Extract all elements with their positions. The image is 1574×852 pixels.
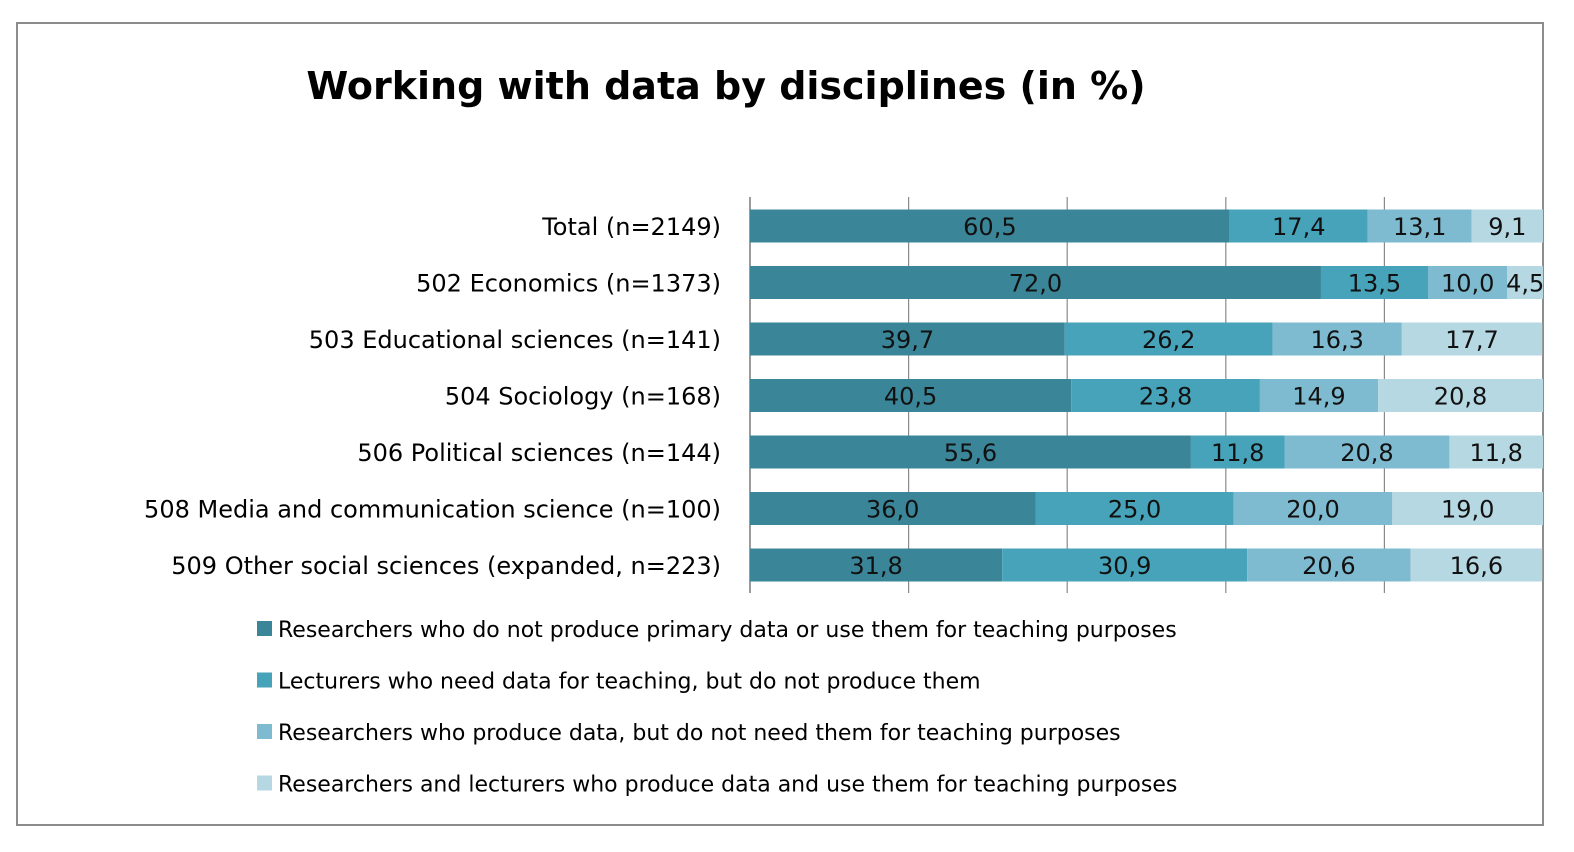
data-label: 36,0 bbox=[866, 496, 919, 524]
bar-segment bbox=[1190, 435, 1285, 469]
data-label: 39,7 bbox=[881, 326, 934, 354]
data-label: 20,0 bbox=[1286, 496, 1339, 524]
bar-segment bbox=[1002, 548, 1248, 582]
data-label: 20,6 bbox=[1302, 552, 1355, 580]
data-label: 4,5 bbox=[1506, 270, 1544, 298]
bar-segment bbox=[750, 379, 1072, 412]
data-label: 13,5 bbox=[1348, 270, 1401, 298]
category-label: 508 Media and communication science (n=1… bbox=[144, 496, 721, 524]
bar-segment bbox=[1035, 492, 1234, 525]
bar-segment bbox=[1449, 435, 1543, 469]
bar-segment bbox=[1367, 209, 1472, 243]
data-label: 40,5 bbox=[884, 383, 937, 411]
bar-segment bbox=[1247, 548, 1411, 582]
data-label: 11,8 bbox=[1211, 439, 1264, 467]
bars-group: 60,5 17,4 13,1 9,1 72,0 13,5 10,0 4,5 39,7 26,2 16… bbox=[750, 209, 1544, 582]
bar-segment bbox=[750, 266, 1321, 299]
bar-segment bbox=[750, 209, 1230, 243]
bar-segment bbox=[1392, 492, 1543, 525]
data-label: 16,3 bbox=[1310, 326, 1363, 354]
bar-segment bbox=[1064, 322, 1273, 356]
bar-segment bbox=[1284, 435, 1450, 469]
data-label: 20,8 bbox=[1340, 439, 1393, 467]
data-label: 17,4 bbox=[1272, 213, 1325, 241]
data-label: 10,0 bbox=[1441, 270, 1494, 298]
bar-segment bbox=[750, 492, 1036, 525]
legend-swatch bbox=[257, 672, 272, 688]
legend-label: Researchers and lecturers who produce da… bbox=[278, 773, 1177, 798]
bar-segment bbox=[1259, 379, 1379, 412]
data-label: 31,8 bbox=[849, 552, 902, 580]
bar-segment bbox=[1229, 209, 1368, 243]
bar-segment bbox=[1320, 266, 1429, 299]
data-label: 55,6 bbox=[944, 439, 997, 467]
legend-label: Lecturers who need data for teaching, bu… bbox=[278, 670, 981, 695]
legend-swatch bbox=[257, 621, 272, 636]
data-label: 60,5 bbox=[963, 213, 1016, 241]
category-label: 503 Educational sciences (n=141) bbox=[309, 326, 721, 354]
data-label: 9,1 bbox=[1488, 213, 1526, 241]
category-label: 502 Economics (n=1373) bbox=[416, 270, 721, 298]
category-label: Total (n=2149) bbox=[541, 213, 721, 241]
data-label: 14,9 bbox=[1292, 383, 1345, 411]
data-label: 72,0 bbox=[1009, 270, 1062, 298]
data-label: 30,9 bbox=[1098, 552, 1151, 580]
data-label: 17,7 bbox=[1445, 326, 1498, 354]
category-label: 506 Political sciences (n=144) bbox=[357, 439, 721, 467]
bar-segment bbox=[750, 435, 1191, 469]
category-label: 509 Other social sciences (expanded, n=2… bbox=[171, 552, 721, 580]
bar-segment bbox=[1233, 492, 1393, 525]
bar-segment bbox=[1471, 209, 1543, 243]
legend-label: Researchers who produce data, but do not… bbox=[278, 721, 1121, 746]
legend-label: Researchers who do not produce primary d… bbox=[278, 618, 1177, 643]
bar-segment bbox=[750, 548, 1003, 582]
legend: Researchers who do not produce primary d… bbox=[257, 618, 1177, 798]
data-label: 25,0 bbox=[1108, 496, 1161, 524]
data-label: 26,2 bbox=[1142, 326, 1195, 354]
bar-segment bbox=[1410, 548, 1543, 582]
chart-title: Working with data by disciplines (in %) bbox=[306, 64, 1145, 108]
legend-swatch bbox=[257, 775, 272, 791]
bar-segment bbox=[750, 322, 1065, 356]
data-label: 20,8 bbox=[1434, 383, 1487, 411]
chart-frame bbox=[16, 22, 1544, 826]
category-label: 504 Sociology (n=168) bbox=[445, 383, 721, 411]
bar-segment bbox=[1401, 322, 1543, 356]
bar-segment bbox=[1507, 266, 1543, 299]
data-label: 13,1 bbox=[1393, 213, 1446, 241]
bar-segment bbox=[1428, 266, 1508, 299]
legend-swatch bbox=[257, 724, 272, 739]
bar-segment bbox=[1378, 379, 1543, 412]
bar-segment bbox=[1272, 322, 1402, 356]
data-label: 23,8 bbox=[1139, 383, 1192, 411]
category-labels: Total (n=2149) 502 Economics (n=1373) 503 … bbox=[144, 213, 721, 580]
data-label: 11,8 bbox=[1469, 439, 1522, 467]
bar-segment bbox=[1071, 379, 1260, 412]
data-label: 16,6 bbox=[1450, 552, 1503, 580]
data-label: 19,0 bbox=[1441, 496, 1494, 524]
